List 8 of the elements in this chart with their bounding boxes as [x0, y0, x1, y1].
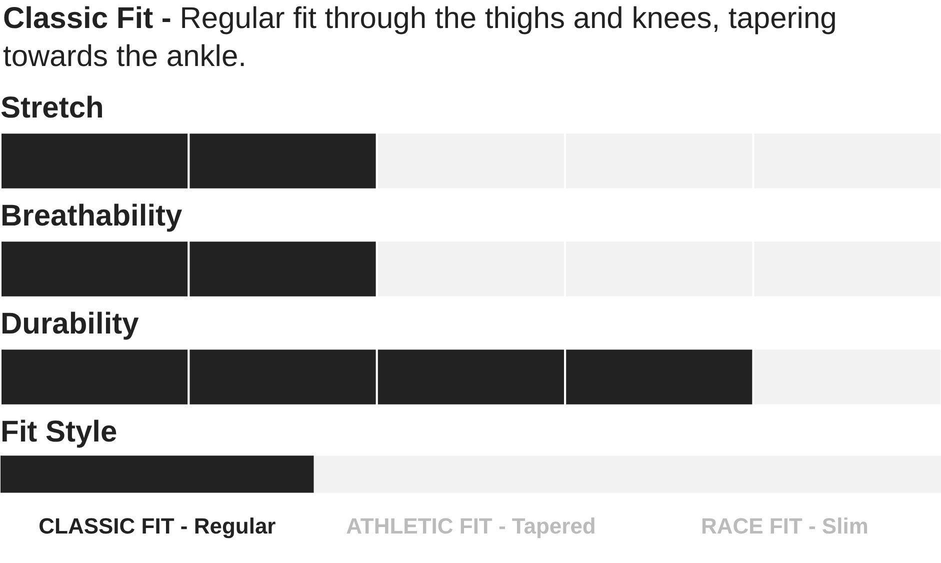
chart-title: Stretch [0, 92, 104, 124]
chart-title: Fit Style [0, 416, 118, 448]
text: CLASSIC FIT - Regular [38, 513, 276, 538]
chart-title: Durability [0, 308, 140, 340]
text: Classic Fit - [3, 2, 172, 35]
chart-title: Breathability [0, 200, 183, 232]
text: ATHLETIC FIT - Tapered [346, 513, 596, 538]
text: RACE FIT - Slim [700, 513, 868, 538]
